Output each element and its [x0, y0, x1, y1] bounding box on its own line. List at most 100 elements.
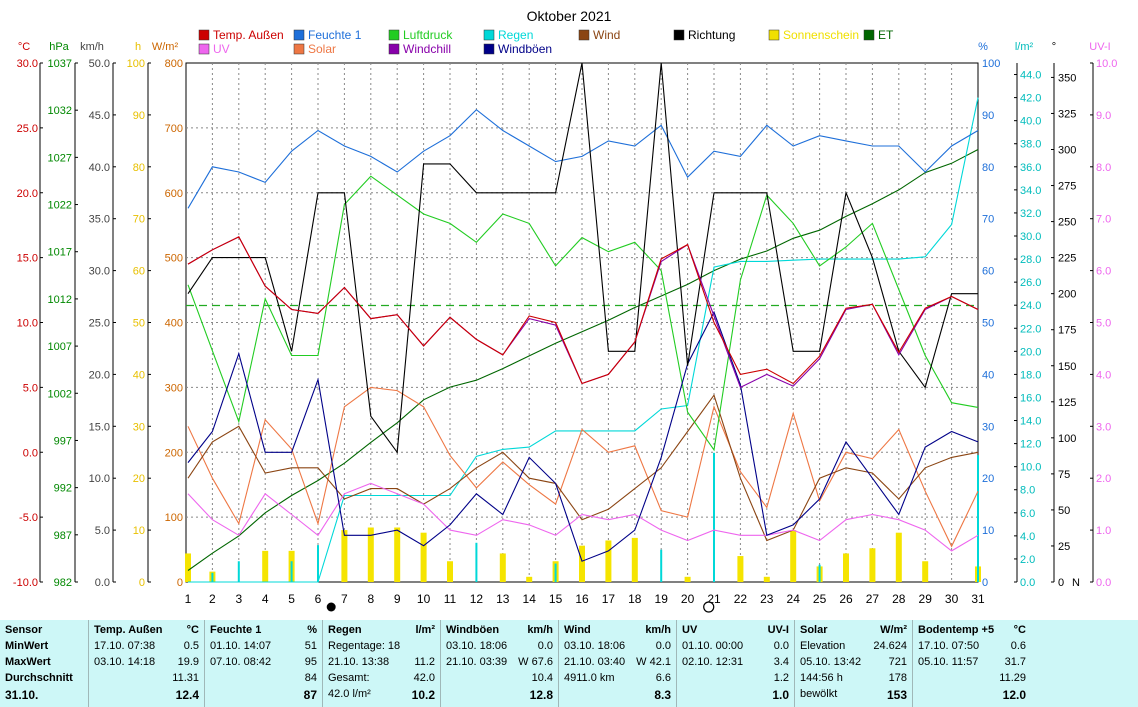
soil-max-time: 05.10. 11:57 — [918, 656, 979, 668]
x-tick-label: 20 — [681, 592, 695, 606]
x-tick-label: 8 — [367, 592, 374, 606]
uv-tick-label: 1.0 — [1096, 525, 1111, 537]
wind-today: 8.3 — [654, 688, 671, 702]
direction-tick-label: 25 — [1058, 541, 1070, 553]
rain-tick-label: 28.0 — [1020, 254, 1041, 266]
rain-tick-label: 32.0 — [1020, 208, 1041, 220]
humidity-tick-label: 30 — [982, 421, 994, 433]
sensor-row-date: 31.10. — [5, 688, 39, 702]
rain-tick-label: 12.0 — [1020, 439, 1041, 451]
humidity-tick-label: 90 — [982, 110, 994, 122]
rain-axis-label: l/m² — [1015, 41, 1034, 53]
axes: 30.0 25.0 20.0 15.0 10.0 5.0 0.0 -5.0 -10.0 1037 1… — [13, 58, 1118, 589]
wind-tick-label: 10.0 — [89, 473, 110, 485]
uv-tick-label: 0.0 — [1096, 577, 1111, 589]
direction-tick-label: 325 — [1058, 108, 1076, 120]
uv-tick-label: 2.0 — [1096, 473, 1111, 485]
gust-avg: 10.4 — [531, 672, 553, 684]
legend-label: Wind — [593, 28, 620, 42]
rain-tick-label: 40.0 — [1020, 116, 1041, 128]
sun-tick-label: 100 — [127, 58, 145, 70]
series-line-uv — [187, 482, 979, 552]
sun-tick-label: 60 — [133, 266, 145, 278]
summary-soil: Bodentemp +5 °C 17.10. 07:50 0.6 05.10. 11… — [913, 620, 1031, 707]
series-line-windb-en — [187, 310, 979, 562]
x-tick-label: 9 — [394, 592, 401, 606]
uv-tick-label: 5.0 — [1096, 318, 1111, 330]
x-tick-label: 10 — [417, 592, 431, 606]
wind-tick-label: 30.0 — [89, 266, 110, 278]
rain-tick-label: 22.0 — [1020, 323, 1041, 335]
solar-tick-label: 600 — [165, 188, 183, 200]
sunshine-bar — [605, 540, 612, 582]
legend-swatch — [198, 29, 210, 41]
humidity-min-time: 01.10. 14:07 — [210, 640, 272, 652]
rain-today: 10.2 — [411, 688, 435, 702]
rain-title: Regen — [328, 624, 362, 636]
summary-sensor: Sensor MinWert MaxWert Durchschnitt 31.1… — [0, 620, 89, 707]
humidity-tick-label: 100 — [982, 58, 1000, 70]
direction-tick-label: 200 — [1058, 289, 1076, 301]
direction-tick-label: 250 — [1058, 217, 1076, 229]
wind-axis-label: km/h — [80, 41, 104, 53]
sunshine-bar — [394, 527, 401, 582]
rain-total: 42.0 — [413, 672, 435, 684]
legend-swatch — [388, 43, 400, 55]
sun-tick-label: 30 — [133, 421, 145, 433]
humidity-title: Feuchte 1 — [210, 624, 262, 636]
legend: Temp. Außen Feuchte 1 Luftdruck Regen Wind Ri… — [198, 28, 894, 56]
solar-tick-label: 800 — [165, 58, 183, 70]
x-tick-label: 25 — [813, 592, 827, 606]
wind-unit: km/h — [645, 624, 671, 636]
legend-label: Sonnenschein — [783, 28, 859, 42]
solar-condition: bewölkt — [800, 688, 838, 700]
summary-humidity: Feuchte 1% 01.10. 14:07 51 07.10. 08:42 95… — [205, 620, 323, 707]
humidity-unit: % — [307, 624, 317, 636]
direction-tick-label: 125 — [1058, 397, 1076, 409]
temp-min-time: 17.10. 07:38 — [94, 640, 156, 652]
direction-tick-label: 300 — [1058, 145, 1076, 157]
soil-avg: 11.29 — [999, 672, 1026, 684]
humidity-tick-label: 60 — [982, 266, 994, 278]
uv-tick-label: 3.0 — [1096, 421, 1111, 433]
sunshine-bar — [579, 545, 585, 582]
sunshine-bar — [843, 553, 849, 582]
sunshine-bar — [185, 553, 191, 582]
x-tick-label: 12 — [470, 592, 484, 606]
uv-tick-label: 9.0 — [1096, 110, 1111, 122]
pressure-tick-label: 1032 — [48, 105, 72, 117]
wind-max-time: 21.10. 03:40 — [564, 656, 626, 668]
wind-tick-label: 50.0 — [89, 58, 110, 70]
legend-label: Richtung — [688, 28, 735, 42]
temp-tick-label: 30.0 — [17, 58, 38, 70]
x-tick-labels: 1 2 3 4 5 6 7 8 9 10 11 12 13 14 15 16 17 18 19 20 21 22 23 24 2… — [185, 592, 985, 606]
direction-tick-label: 175 — [1058, 325, 1076, 337]
rain-days: Regentage: 18 — [328, 640, 401, 652]
series-line-et — [187, 149, 979, 571]
temp-avg: 11.31 — [172, 672, 199, 684]
sunshine-bar — [790, 530, 797, 582]
pressure-tick-label: 1002 — [48, 388, 72, 400]
rain-tick-label: 4.0 — [1020, 531, 1035, 543]
x-tick-label: 7 — [341, 592, 348, 606]
solar-max: 721 — [888, 656, 907, 668]
direction-tick-label: 75 — [1058, 469, 1070, 481]
humidity-tick-label: 40 — [982, 369, 994, 381]
legend-swatch — [293, 43, 305, 55]
x-tick-label: 14 — [523, 592, 537, 606]
legend-label: Luftdruck — [403, 28, 453, 42]
temp-tick-label: -5.0 — [19, 512, 38, 524]
rain-tick-label: 0.0 — [1020, 577, 1035, 589]
solar-tick-label: 200 — [165, 447, 183, 459]
sun-tick-label: 90 — [133, 110, 145, 122]
solar-axis-label: W/m² — [152, 41, 179, 53]
humidity-today: 87 — [303, 688, 317, 702]
temp-tick-label: -10.0 — [13, 577, 38, 589]
grid — [185, 62, 979, 583]
pressure-tick-label: 1027 — [48, 152, 72, 164]
sunshine-bar — [631, 537, 638, 582]
humidity-tick-label: 20 — [982, 473, 994, 485]
legend-label: ET — [878, 28, 894, 42]
legend-swatch — [673, 29, 685, 41]
solar-max-time: 05.10. 13:42 — [800, 656, 862, 668]
